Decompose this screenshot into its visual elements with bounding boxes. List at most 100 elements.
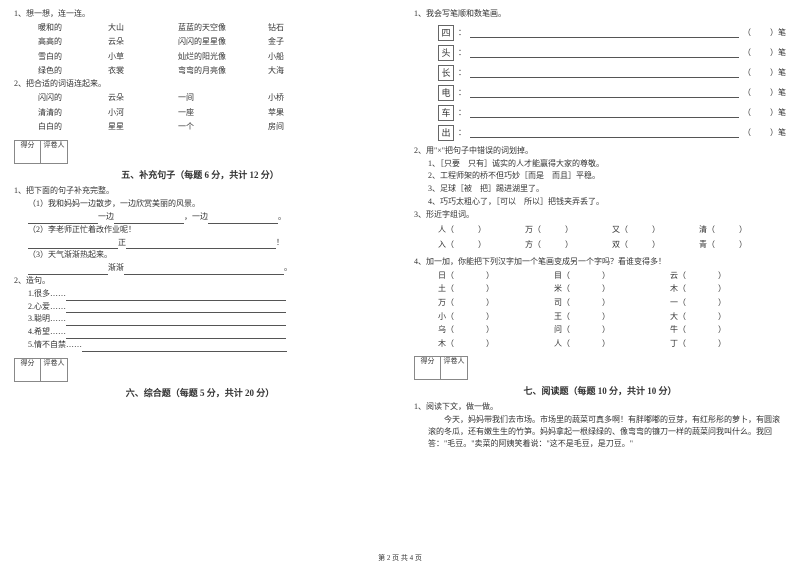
cell: 衣裳: [108, 64, 178, 78]
reading-passage: 今天，妈妈带我们去市场。市场里的蔬菜可真多啊！有胖嘟嘟的豆芽，有红彤彤的萝卜，有…: [414, 414, 786, 450]
cell: 目（ ）: [554, 269, 670, 283]
stroke-row: 出：（ ）笔: [438, 125, 786, 141]
cell: 蓝蓝的天空像: [178, 21, 268, 35]
cell: 闪闪的星星像: [178, 35, 268, 49]
stroke-row: 电：（ ）笔: [438, 85, 786, 101]
list-item: 1、［只要 只有］诚实的人才能赢得大家的尊敬。: [428, 158, 786, 171]
r4-grid: 日（ ）目（ ）云（ ） 土（ ）米（ ）木（ ） 万（ ）司（ ）一（ ） 小…: [414, 269, 786, 351]
r2-list: 1、［只要 只有］诚实的人才能赢得大家的尊敬。 2、工程师架的桥不但巧妙［而是 …: [414, 158, 786, 209]
char-box: 头: [438, 45, 454, 61]
cell: 又（ ）: [612, 222, 699, 237]
section-6-title: 六、综合题（每题 5 分，共计 20 分）: [14, 386, 386, 399]
stroke-row: 头：（ ）笔: [438, 45, 786, 61]
list-item: 2、工程师架的桥不但巧妙［而是 而且］平稳。: [428, 170, 786, 183]
stroke-row: 四：（ ）笔: [438, 25, 786, 41]
cell: 入（ ）: [438, 237, 525, 252]
cell: 白白的: [38, 120, 108, 134]
txt: 一边: [98, 212, 114, 221]
s5-q1: 1、把下面的句子补充完整。: [14, 185, 386, 198]
cell: 闪闪的: [38, 91, 108, 105]
list-item: 5.情不自禁……: [28, 339, 386, 352]
cell: 星星: [108, 120, 178, 134]
cell: 弯弯的月亮像: [178, 64, 268, 78]
fill-blank: 一边，一边。: [14, 211, 386, 224]
section-7-title: 七、阅读题（每题 10 分，共计 10 分）: [414, 384, 786, 397]
match-group-b: 闪闪的云朵一间小桥 清清的小河一座苹果 白白的星星一个房间: [14, 91, 386, 134]
s5-q1-3: （3）天气渐渐热起来。: [14, 249, 386, 262]
cell: 牛（ ）: [670, 323, 786, 337]
score-box: 得分 评卷人: [14, 140, 68, 164]
cell: 人（ ）: [438, 222, 525, 237]
r2-label: 2、用"×"把句子中错误的词划掉。: [414, 145, 786, 158]
cell: 暖和的: [38, 21, 108, 35]
paren: （: [743, 27, 754, 38]
txt: 渐渐: [108, 263, 124, 272]
cell: 一（ ）: [670, 296, 786, 310]
cell: 雪白的: [38, 50, 108, 64]
paren: （: [743, 127, 754, 138]
cell: 金子: [268, 35, 318, 49]
cell: 云朵: [108, 35, 178, 49]
txt: 5.情不自禁……: [28, 340, 82, 349]
char-box: 出: [438, 125, 454, 141]
cell: 人（ ）: [554, 337, 670, 351]
txt: ）笔: [770, 87, 786, 98]
txt: 4.希望……: [28, 327, 66, 336]
grader-label: 评卷人: [41, 359, 67, 381]
cell: 钻石: [268, 21, 318, 35]
grader-label: 评卷人: [441, 357, 467, 379]
cell: 青（ ）: [699, 237, 786, 252]
sentence-list: 1.很多…… 2.心爱…… 3.聪明…… 4.希望…… 5.情不自禁……: [14, 288, 386, 352]
match-group-a: 暖和的大山蓝蓝的天空像钻石 高高的云朵闪闪的星星像金子 雪白的小草灿烂的阳光像小…: [14, 21, 386, 79]
cell: 一间: [178, 91, 268, 105]
cell: 小桥: [268, 91, 318, 105]
cell: 方（ ）: [525, 237, 612, 252]
left-column: 1、想一想，连一连。 暖和的大山蓝蓝的天空像钻石 高高的云朵闪闪的星星像金子 雪…: [0, 0, 400, 565]
cell: 木（ ）: [438, 337, 554, 351]
fill-blank: 渐渐。: [14, 262, 386, 275]
cell: 清清的: [38, 106, 108, 120]
list-item: 3.聪明……: [28, 313, 386, 326]
cell: 清（ ）: [699, 222, 786, 237]
q2-label: 2、把合适的词语连起来。: [14, 78, 386, 91]
txt: ）笔: [770, 27, 786, 38]
stroke-rows: 四：（ ）笔 头：（ ）笔 长：（ ）笔 电：（ ）笔 车：（ ）笔 出：（ ）…: [414, 25, 786, 141]
char-box: 长: [438, 65, 454, 81]
score-label: 得分: [15, 141, 41, 163]
cell: 小河: [108, 106, 178, 120]
s5-q1-1: （1）我和妈妈一边散步，一边欣赏美丽的风景。: [14, 198, 386, 211]
r1-label: 1、我会写笔顺和数笔画。: [414, 8, 786, 21]
stroke-row: 长：（ ）笔: [438, 65, 786, 81]
r3-row: 入（ ） 方（ ） 双（ ） 青（ ）: [414, 237, 786, 252]
char-box: 电: [438, 85, 454, 101]
paren: （: [743, 47, 754, 58]
score-label: 得分: [415, 357, 441, 379]
grader-label: 评卷人: [41, 141, 67, 163]
cell: 苹果: [268, 106, 318, 120]
cell: 丁（ ）: [670, 337, 786, 351]
r3-row: 人（ ） 万（ ） 又（ ） 清（ ）: [414, 222, 786, 237]
s5-q2: 2、造句。: [14, 275, 386, 288]
cell: 一座: [178, 106, 268, 120]
cell: 大山: [108, 21, 178, 35]
cell: 小草: [108, 50, 178, 64]
cell: 灿烂的阳光像: [178, 50, 268, 64]
paren: （: [743, 107, 754, 118]
cell: 万（ ）: [438, 296, 554, 310]
txt: 2.心爱……: [28, 302, 66, 311]
txt: ）笔: [770, 107, 786, 118]
list-item: 4、巧巧太粗心了，［可以 所以］把钱夹弄丢了。: [428, 196, 786, 209]
score-label: 得分: [15, 359, 41, 381]
cell: 土（ ）: [438, 282, 554, 296]
cell: 云（ ）: [670, 269, 786, 283]
paren: （: [743, 67, 754, 78]
char-box: 车: [438, 105, 454, 121]
cell: 高高的: [38, 35, 108, 49]
cell: 米（ ）: [554, 282, 670, 296]
score-box: 得分 评卷人: [414, 356, 468, 380]
cell: 木（ ）: [670, 282, 786, 296]
txt: 正: [118, 238, 126, 247]
cell: 司（ ）: [554, 296, 670, 310]
cell: 小船: [268, 50, 318, 64]
cell: 房间: [268, 120, 318, 134]
